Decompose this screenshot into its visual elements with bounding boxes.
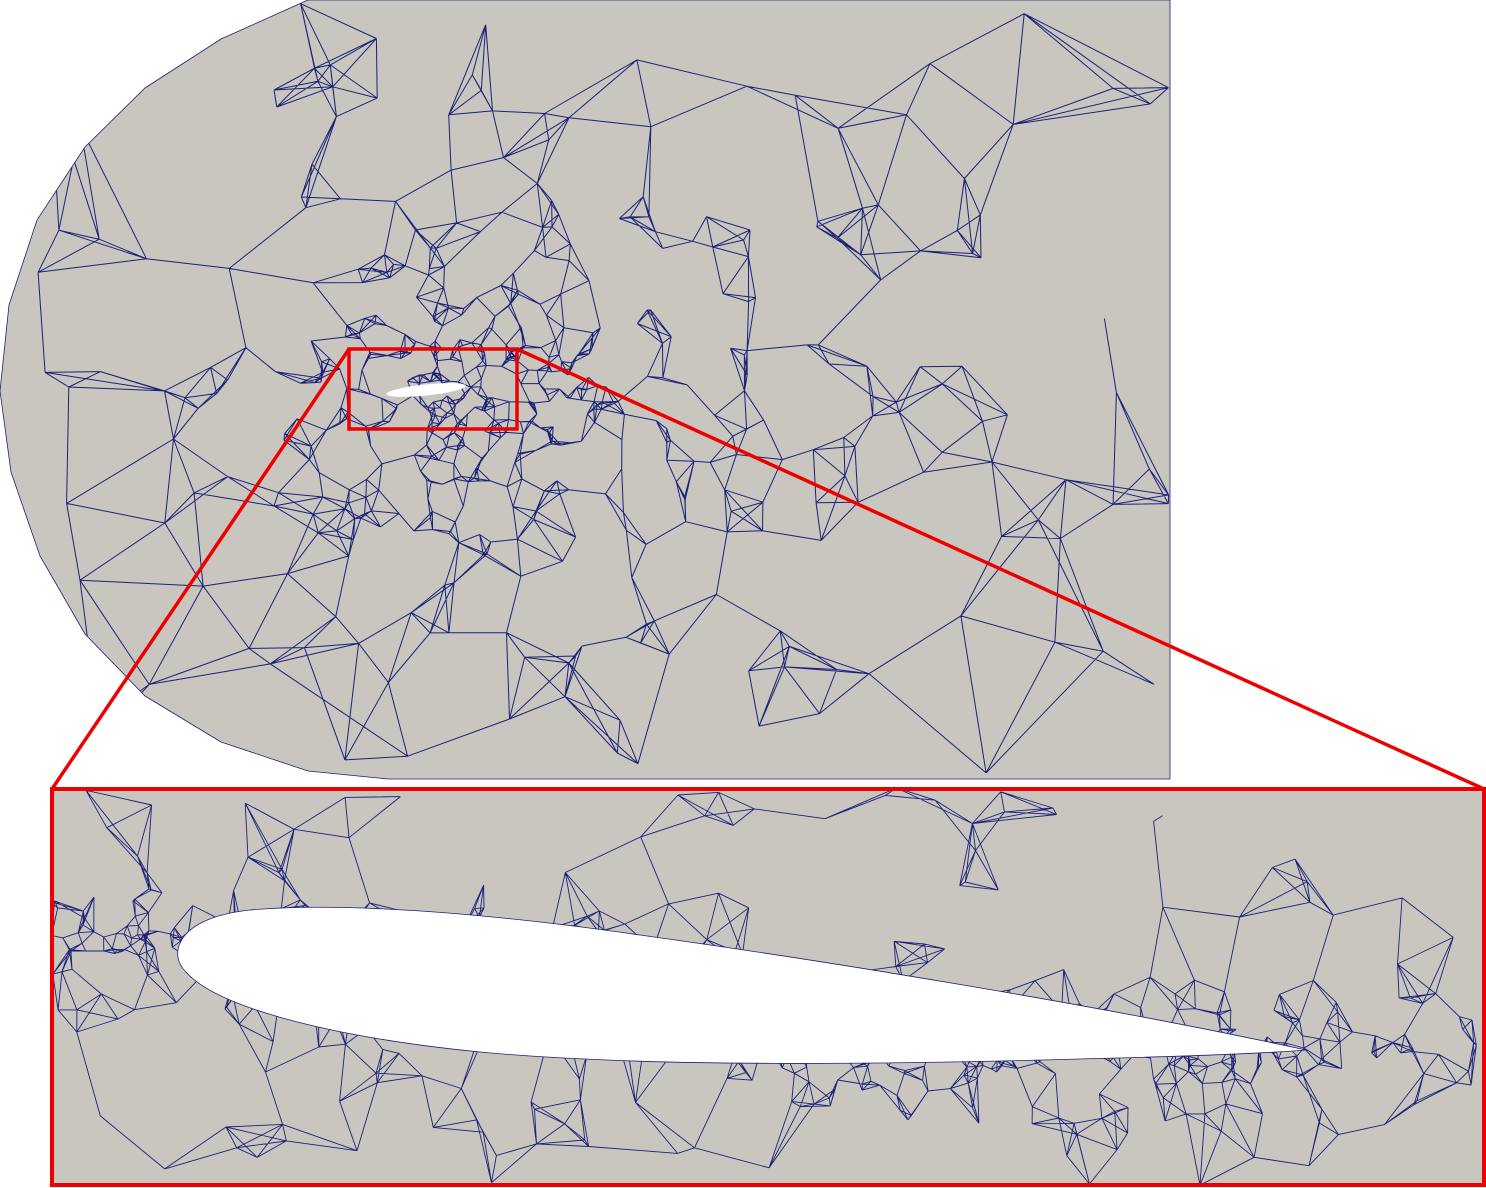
overview-domain [0, 0, 1171, 780]
overview-airfoil [386, 383, 466, 397]
detail-inset [50, 787, 1486, 1187]
zoom-region-box [347, 347, 519, 431]
zoom-connector-right [516, 347, 1485, 791]
overview-mesh-edges [37, 3, 1170, 774]
detail-frame [50, 787, 1486, 1187]
mesh-edges [37, 3, 1170, 774]
zoom-connector-left [50, 348, 351, 790]
detail-airfoil [177, 906, 1307, 1064]
